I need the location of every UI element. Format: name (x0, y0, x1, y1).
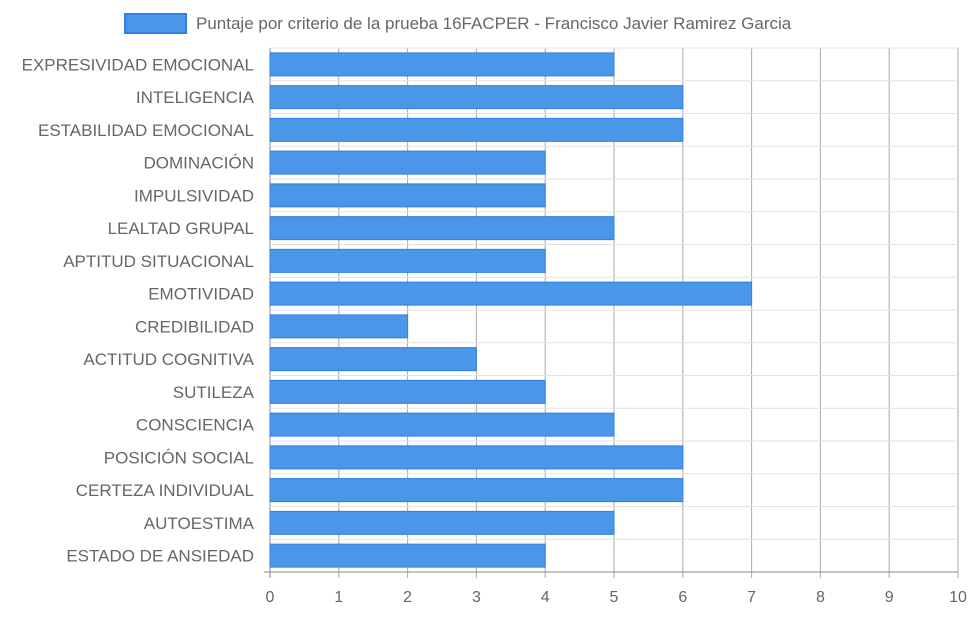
legend-label: Puntaje por criterio de la prueba 16FACP… (196, 14, 792, 33)
category-labels: EXPRESIVIDAD EMOCIONAL INTELIGENCIA ESTABI… (22, 55, 255, 565)
bar (269, 478, 684, 503)
category-label: AUTOESTIMA (144, 514, 255, 533)
bar (269, 281, 753, 306)
category-label: EXPRESIVIDAD EMOCIONAL (22, 55, 254, 74)
category-label: CREDIBILIDAD (135, 317, 254, 336)
bar (269, 248, 546, 273)
x-axis-ticks: 0 1 2 3 4 5 6 7 8 9 10 (266, 589, 967, 606)
bar (269, 314, 409, 339)
bar (269, 510, 615, 535)
bar (269, 117, 684, 142)
category-label: DOMINACIÓN (144, 154, 255, 173)
bar (269, 445, 684, 470)
x-tick-label: 9 (885, 589, 894, 606)
category-label: CONSCIENCIA (136, 416, 255, 435)
category-label: INTELIGENCIA (136, 88, 255, 107)
bar (269, 412, 615, 437)
x-tick-label: 1 (334, 589, 343, 606)
category-label: APTITUD SITUACIONAL (63, 252, 254, 271)
bar (269, 52, 615, 77)
category-label: IMPULSIVIDAD (134, 186, 254, 205)
x-tick-label: 0 (266, 589, 275, 606)
x-tick-label: 5 (610, 589, 619, 606)
category-label: LEALTAD GRUPAL (108, 219, 254, 238)
legend[interactable]: Puntaje por criterio de la prueba 16FACP… (124, 13, 792, 34)
x-tick-label: 2 (403, 589, 412, 606)
bar (269, 543, 546, 568)
category-label: ACTITUD COGNITIVA (83, 350, 254, 369)
category-label: POSICIÓN SOCIAL (104, 448, 254, 467)
x-tick-label: 10 (949, 589, 967, 606)
category-label: CERTEZA INDIVIDUAL (76, 481, 254, 500)
x-tick-label: 8 (816, 589, 825, 606)
x-tick-label: 6 (678, 589, 687, 606)
bar (269, 216, 615, 241)
legend-swatch (124, 13, 187, 34)
bars (269, 52, 753, 568)
bar (269, 150, 546, 175)
category-label: SUTILEZA (173, 383, 255, 402)
bar (269, 347, 477, 372)
x-tick-label: 4 (541, 589, 550, 606)
x-tick-label: 7 (747, 589, 756, 606)
bar (269, 85, 684, 110)
category-label: ESTADO DE ANSIEDAD (66, 547, 254, 566)
bar (269, 183, 546, 208)
x-tick-label: 3 (472, 589, 481, 606)
category-label: ESTABILIDAD EMOCIONAL (38, 121, 254, 140)
bar (269, 379, 546, 404)
category-label: EMOTIVIDAD (148, 285, 254, 304)
